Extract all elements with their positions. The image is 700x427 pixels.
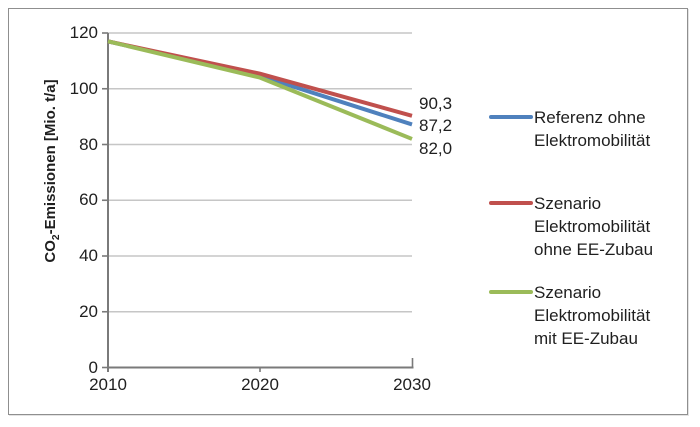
- y-tick-label-100: 100: [69, 78, 98, 98]
- y-tick-label-80: 80: [79, 134, 98, 154]
- y-axis-title-prefix: CO: [42, 240, 59, 263]
- end-label-referenz-ohne-elektromobilitaet: 87,2: [419, 116, 453, 136]
- chart-frame-border: [8, 8, 688, 415]
- y-axis-title-suffix: -Emissionen [Mio. t/a]: [42, 79, 59, 235]
- end-label-szenario-elektromobilitaet-mit-ee-zubau: 82,0: [419, 138, 453, 158]
- x-tick-label-2020: 2020: [241, 375, 279, 394]
- y-axis-title-subscript: 2: [51, 234, 62, 241]
- y-tick-label-40: 40: [79, 246, 98, 265]
- end-label-szenario-elektromobilitaet-ohne-ee-zubau: 90,3: [419, 93, 453, 113]
- y-tick-label-60: 60: [79, 190, 98, 210]
- y-tick-label-20: 20: [79, 301, 98, 321]
- y-tick-label-0: 0: [88, 357, 98, 377]
- y-axis-title: CO2-Emissionen [Mio. t/a]: [42, 79, 62, 262]
- series-line-szenario-elektromobilitaet-mit-ee-zubau: [107, 39, 413, 141]
- y-tick-label-120: 120: [69, 23, 98, 42]
- x-tick-label-2010: 2010: [89, 375, 127, 394]
- x-tick-label-2030: 2030: [393, 375, 431, 394]
